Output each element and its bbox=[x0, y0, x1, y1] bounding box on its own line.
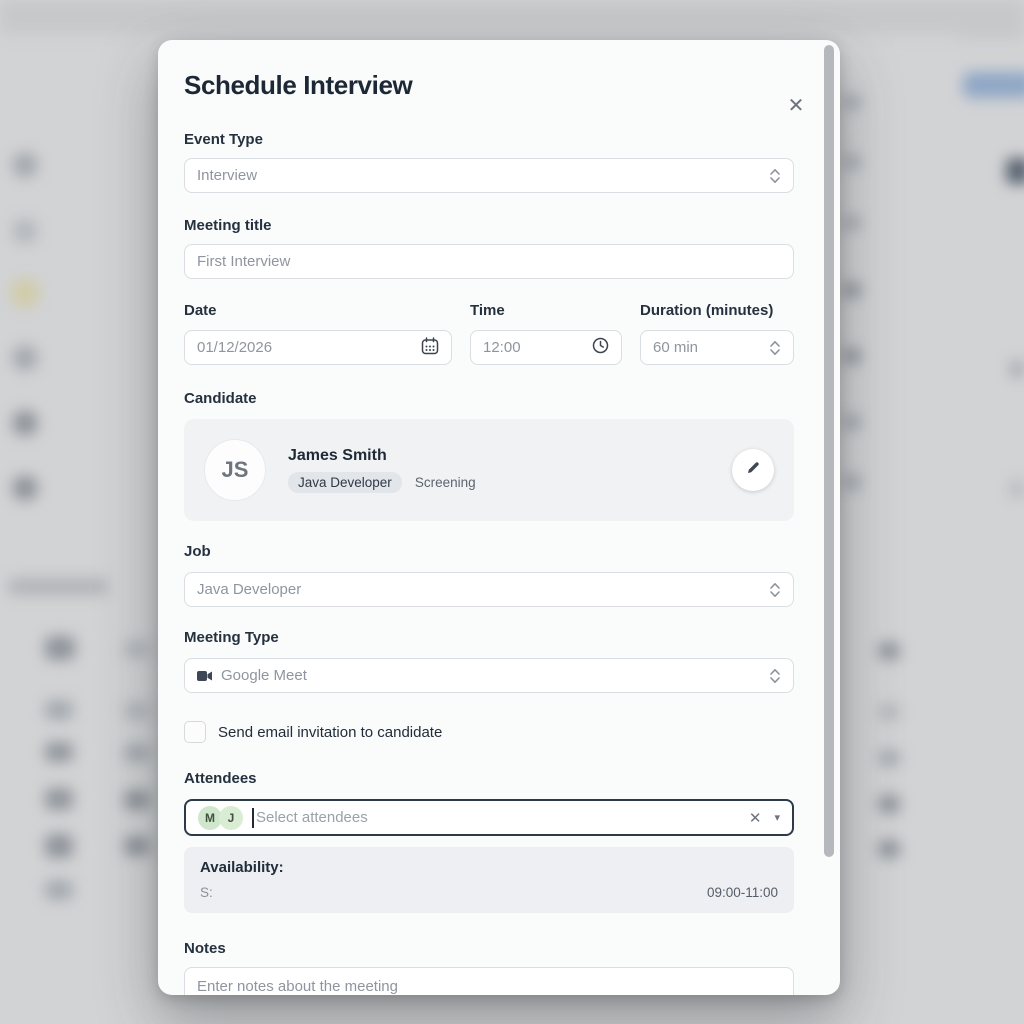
dropdown-caret-icon[interactable]: ▾ bbox=[774, 812, 780, 824]
chevron-updown-icon bbox=[769, 581, 781, 599]
time-input[interactable] bbox=[483, 339, 592, 356]
backdrop-sidebar-icon bbox=[12, 475, 38, 501]
meeting-type-select[interactable]: Google Meet bbox=[184, 658, 794, 693]
pencil-icon bbox=[745, 460, 761, 481]
backdrop-cell bbox=[878, 840, 900, 858]
availability-day: S: bbox=[200, 885, 213, 900]
schedule-interview-dialog: ✕ Schedule Interview Event Type Intervie… bbox=[158, 40, 840, 995]
edit-candidate-button[interactable] bbox=[732, 449, 774, 491]
backdrop-sidebar-icon bbox=[12, 152, 38, 178]
backdrop-cell bbox=[124, 790, 150, 810]
backdrop-mark bbox=[843, 414, 861, 430]
backdrop-cell bbox=[45, 880, 73, 900]
meeting-title-field[interactable] bbox=[184, 244, 794, 279]
candidate-job-badge: Java Developer bbox=[288, 472, 402, 493]
meeting-type-label: Meeting Type bbox=[184, 629, 279, 646]
job-label: Job bbox=[184, 543, 211, 560]
backdrop-mark bbox=[843, 282, 861, 298]
clock-icon bbox=[592, 337, 609, 358]
candidate-stage: Screening bbox=[414, 475, 476, 490]
backdrop-text-bar bbox=[8, 578, 108, 595]
backdrop-mark bbox=[843, 95, 861, 109]
chevron-updown-icon bbox=[769, 167, 781, 185]
backdrop-cell bbox=[124, 640, 150, 658]
date-input[interactable] bbox=[197, 339, 421, 356]
attendee-chip[interactable]: J bbox=[219, 805, 243, 830]
backdrop-cell bbox=[45, 636, 75, 660]
backdrop-mark bbox=[843, 155, 861, 169]
modal-scrollbar[interactable] bbox=[824, 45, 834, 857]
meeting-title-input[interactable] bbox=[197, 253, 781, 270]
backdrop-cell bbox=[124, 744, 150, 762]
candidate-card: JS James Smith Java Developer Screening bbox=[184, 419, 794, 521]
date-label: Date bbox=[184, 302, 217, 319]
dialog-title: Schedule Interview bbox=[184, 70, 413, 100]
notes-label: Notes bbox=[184, 940, 226, 957]
availability-panel: Availability: S: 09:00-11:00 bbox=[184, 847, 794, 913]
backdrop-cell bbox=[124, 702, 150, 720]
backdrop-cell bbox=[45, 834, 73, 858]
duration-label: Duration (minutes) bbox=[640, 302, 774, 319]
backdrop-cell bbox=[878, 795, 900, 813]
backdrop-sidebar-icon bbox=[12, 345, 38, 371]
backdrop-sidebar-icon bbox=[12, 410, 38, 436]
avatar: JS bbox=[204, 439, 266, 501]
event-type-select[interactable]: Interview bbox=[184, 158, 794, 193]
backdrop-cell bbox=[878, 642, 900, 660]
candidate-label: Candidate bbox=[184, 390, 257, 407]
calendar-icon bbox=[421, 336, 439, 359]
availability-slot: 09:00-11:00 bbox=[706, 885, 778, 900]
close-icon[interactable]: ✕ bbox=[787, 95, 805, 117]
attendees-multiselect[interactable]: M J ✕ ▾ bbox=[184, 799, 794, 836]
time-field[interactable] bbox=[470, 330, 622, 365]
availability-title: Availability: bbox=[200, 859, 284, 876]
attendees-input[interactable] bbox=[256, 809, 745, 826]
chevron-updown-icon bbox=[769, 339, 781, 357]
attendee-chip[interactable]: M bbox=[198, 805, 222, 830]
backdrop-dark-icon bbox=[1006, 158, 1024, 184]
backdrop-topbar bbox=[0, 0, 1024, 34]
duration-select[interactable]: 60 min bbox=[640, 330, 794, 365]
backdrop-mark bbox=[1010, 360, 1024, 378]
job-value: Java Developer bbox=[197, 581, 302, 598]
send-email-checkbox[interactable] bbox=[184, 721, 206, 743]
backdrop-mark bbox=[843, 474, 861, 490]
backdrop-mark bbox=[1010, 480, 1024, 498]
date-field[interactable] bbox=[184, 330, 452, 365]
meeting-title-label: Meeting title bbox=[184, 217, 272, 234]
meeting-type-value: Google Meet bbox=[221, 667, 307, 684]
notes-textarea[interactable] bbox=[184, 967, 794, 995]
duration-value: 60 min bbox=[653, 339, 699, 356]
backdrop-primary-button bbox=[963, 72, 1024, 98]
backdrop-sidebar-icon bbox=[12, 218, 38, 244]
event-type-label: Event Type bbox=[184, 131, 263, 148]
clear-icon[interactable]: ✕ bbox=[748, 809, 762, 827]
backdrop-cell bbox=[45, 788, 73, 810]
backdrop-cell bbox=[124, 836, 150, 856]
text-cursor bbox=[252, 807, 254, 828]
candidate-name: James Smith bbox=[288, 447, 387, 464]
job-select[interactable]: Java Developer bbox=[184, 572, 794, 607]
chevron-updown-icon bbox=[769, 667, 781, 685]
backdrop-sidebar-icon bbox=[10, 278, 40, 308]
video-camera-icon bbox=[197, 670, 213, 682]
backdrop-corner bbox=[958, 0, 1024, 40]
backdrop-mark bbox=[843, 216, 861, 230]
time-label: Time bbox=[470, 302, 505, 319]
event-type-value: Interview bbox=[197, 167, 258, 184]
send-email-label: Send email invitation to candidate bbox=[218, 723, 443, 741]
backdrop-cell bbox=[878, 704, 900, 720]
attendees-label: Attendees bbox=[184, 770, 257, 787]
backdrop-mark bbox=[843, 348, 861, 364]
backdrop-cell bbox=[45, 742, 73, 762]
backdrop-cell bbox=[45, 700, 73, 720]
backdrop-cell bbox=[878, 750, 900, 766]
